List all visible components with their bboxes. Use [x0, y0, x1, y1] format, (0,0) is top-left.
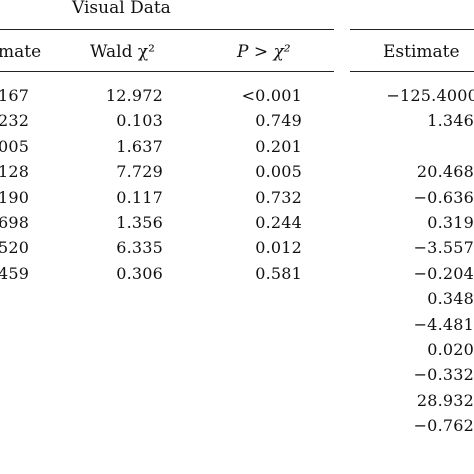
group-header: Visual Data — [72, 0, 171, 18]
row-estimate-value: −125.4000 — [386, 86, 474, 105]
row-p-value: 0.012 — [255, 238, 302, 258]
row-estimate-value: 0.319 — [427, 213, 474, 232]
row-wald-value: 6.335 — [116, 238, 163, 258]
row-estimate-value: 28.932 — [416, 390, 474, 410]
row-p-value: 0.732 — [255, 187, 302, 207]
row-estimate-partial: 459 — [0, 263, 30, 283]
row-estimate-value: 0.348 — [427, 289, 474, 309]
column-header-p: P > χ² — [237, 42, 291, 62]
row-estimate-value: 0.020 — [427, 340, 474, 359]
row-wald-value: 0.117 — [116, 187, 163, 207]
row-estimate-value: −0.636 — [413, 187, 474, 207]
row-estimate-value: −0.762 — [413, 416, 474, 436]
group-header-rule-right — [350, 29, 474, 30]
row-estimate-value: −0.204 — [413, 263, 474, 283]
row-p-value: 0.005 — [255, 162, 302, 182]
row-p-value: 0.201 — [255, 136, 302, 156]
row-estimate-partial: 128 — [0, 162, 30, 182]
column-header-estimate-partial: mate — [0, 42, 42, 62]
row-p-value: 0.244 — [255, 213, 302, 232]
row-estimate-value: 20.468 — [416, 162, 474, 182]
column-header-rule-left — [0, 71, 334, 72]
row-p-value: <0.001 — [241, 86, 302, 105]
row-wald-value: 7.729 — [116, 162, 163, 182]
row-wald-value: 0.306 — [116, 263, 163, 283]
row-estimate-value: 1.346 — [427, 111, 474, 131]
column-header-rule-right — [350, 71, 474, 72]
row-estimate-partial: 190 — [0, 187, 30, 207]
row-estimate-partial: 167 — [0, 86, 30, 105]
row-wald-value: 12.972 — [105, 86, 163, 105]
column-header-estimate: Estimate — [383, 42, 460, 62]
row-estimate-partial: 232 — [0, 111, 30, 131]
row-estimate-value: −3.557 — [413, 238, 474, 258]
row-estimate-value: −4.481 — [413, 314, 474, 334]
row-wald-value: 1.356 — [116, 213, 163, 232]
column-header-wald: Wald χ² — [90, 42, 155, 62]
row-p-value: 0.749 — [255, 111, 302, 131]
row-p-value: 0.581 — [255, 263, 302, 283]
row-wald-value: 0.103 — [116, 111, 163, 131]
row-estimate-partial: 520 — [0, 238, 30, 258]
group-header-rule-left — [0, 29, 334, 30]
row-estimate-partial: 698 — [0, 213, 30, 232]
row-wald-value: 1.637 — [116, 136, 163, 156]
row-estimate-value: −0.332 — [413, 365, 474, 385]
row-estimate-partial: 005 — [0, 136, 30, 156]
